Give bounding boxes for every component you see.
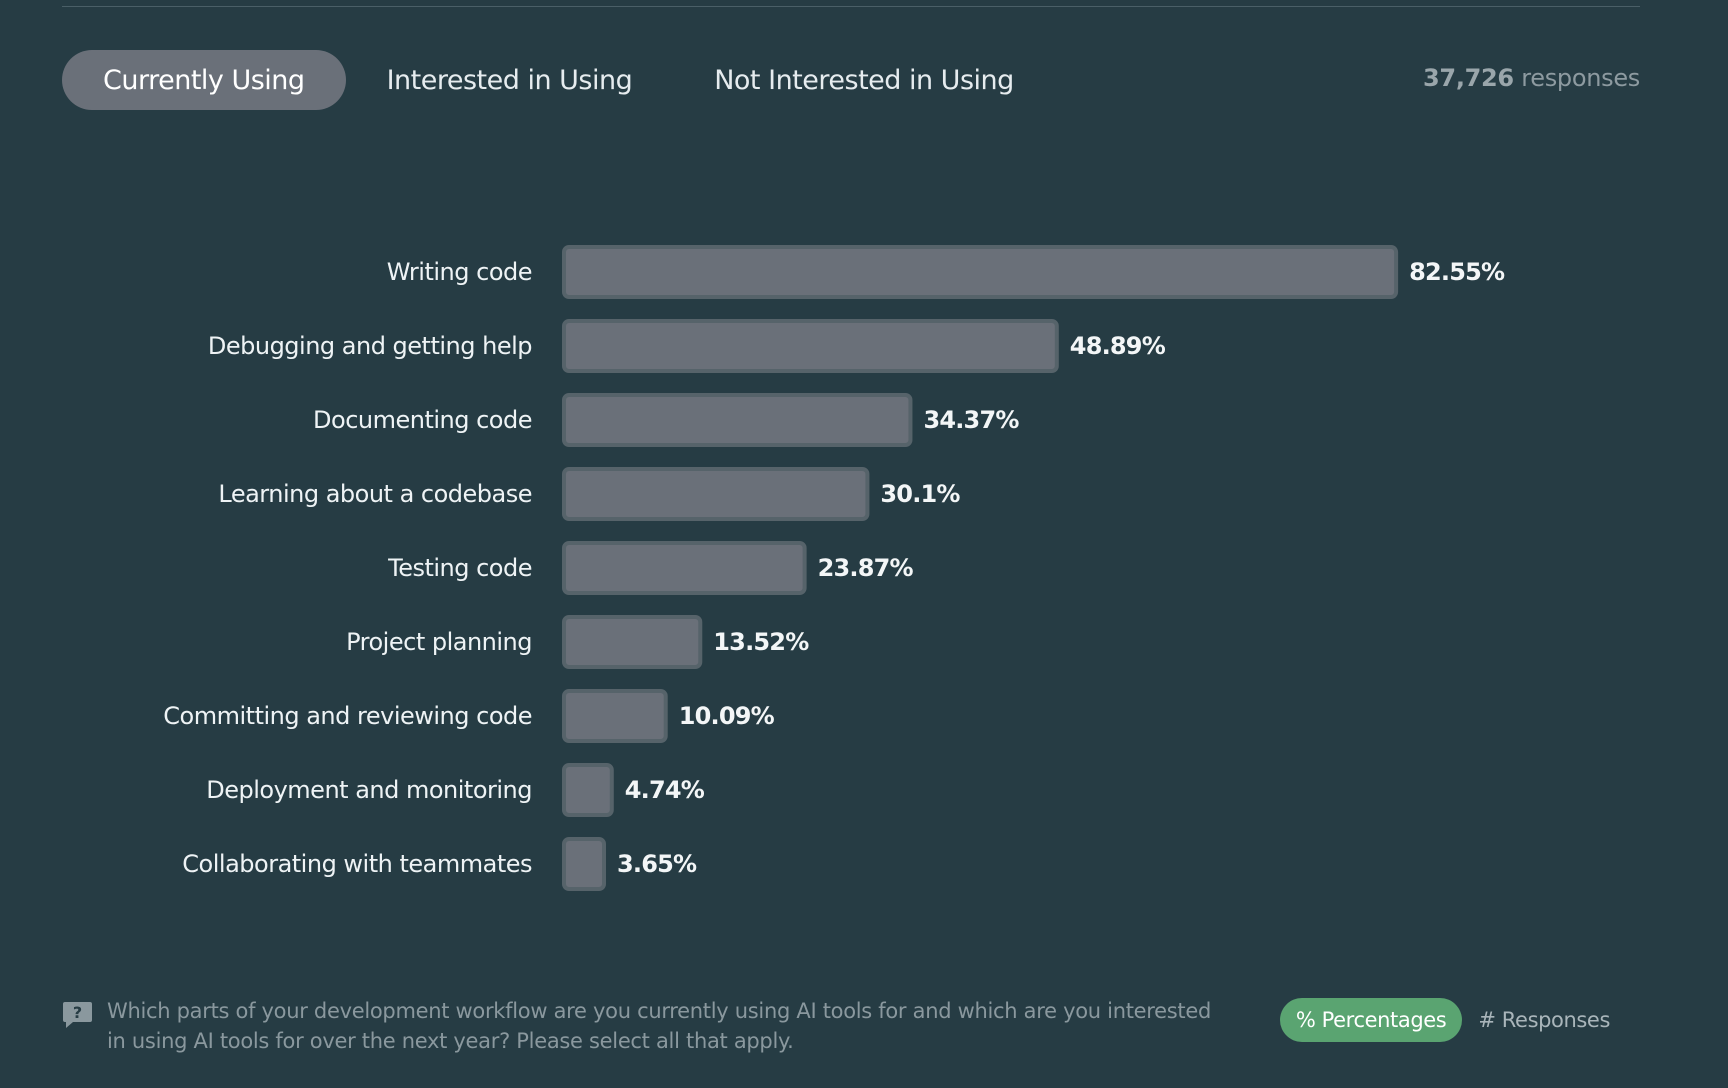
value-label-deployment-and-monitoring: 4.74% [625,776,705,804]
svg-text:?: ? [73,1003,82,1022]
responses-count: 37,726 responses [1423,64,1640,92]
top-divider [62,6,1640,7]
responses-toggle-button[interactable]: # Responses [1478,1008,1610,1032]
percentages-toggle-button[interactable]: % Percentages [1279,998,1463,1042]
bar-documenting-code[interactable] [562,393,913,447]
value-label-learning-about-a-codebase: 30.1% [880,480,960,508]
bar-learning-about-a-codebase[interactable] [562,467,870,521]
tab-not-interested-in-using[interactable]: Not Interested in Using [714,64,1014,96]
category-label-writing-code: Writing code [387,258,532,286]
bar-collaborating-with-teammates[interactable] [562,837,606,891]
bar-project-planning[interactable] [562,615,703,669]
value-label-writing-code: 82.55% [1409,258,1505,286]
category-label-learning-about-a-codebase: Learning about a codebase [218,480,532,508]
tab-currently-using[interactable]: Currently Using [62,50,346,110]
question-icon: ? [63,1002,92,1028]
category-label-project-planning: Project planning [346,628,532,656]
bar-deployment-and-monitoring[interactable] [562,763,614,817]
responses-number: 37,726 [1423,64,1514,92]
tab-bar: Currently Using Interested in Using Not … [62,50,1055,110]
bar-writing-code[interactable] [562,245,1399,299]
value-label-testing-code: 23.87% [818,554,914,582]
bar-testing-code[interactable] [562,541,807,595]
responses-suffix: responses [1521,64,1640,92]
value-label-project-planning: 13.52% [713,628,809,656]
display-toggle: % Percentages # Responses [1279,998,1626,1042]
category-label-debugging-and-getting-help: Debugging and getting help [208,332,532,360]
bar-committing-and-reviewing-code[interactable] [562,689,668,743]
value-label-committing-and-reviewing-code: 10.09% [679,702,775,730]
question-footer: ? Which parts of your development workfl… [62,996,1227,1056]
category-label-deployment-and-monitoring: Deployment and monitoring [206,776,532,804]
value-label-collaborating-with-teammates: 3.65% [617,850,697,878]
category-label-testing-code: Testing code [387,554,532,582]
tab-interested-in-using[interactable]: Interested in Using [386,64,633,96]
value-label-documenting-code: 34.37% [923,406,1019,434]
category-label-committing-and-reviewing-code: Committing and reviewing code [163,702,532,730]
category-label-collaborating-with-teammates: Collaborating with teammates [182,850,532,878]
category-label-documenting-code: Documenting code [313,406,532,434]
value-label-debugging-and-getting-help: 48.89% [1070,332,1166,360]
bar-debugging-and-getting-help[interactable] [562,319,1059,373]
question-text: Which parts of your development workflow… [107,999,1211,1053]
